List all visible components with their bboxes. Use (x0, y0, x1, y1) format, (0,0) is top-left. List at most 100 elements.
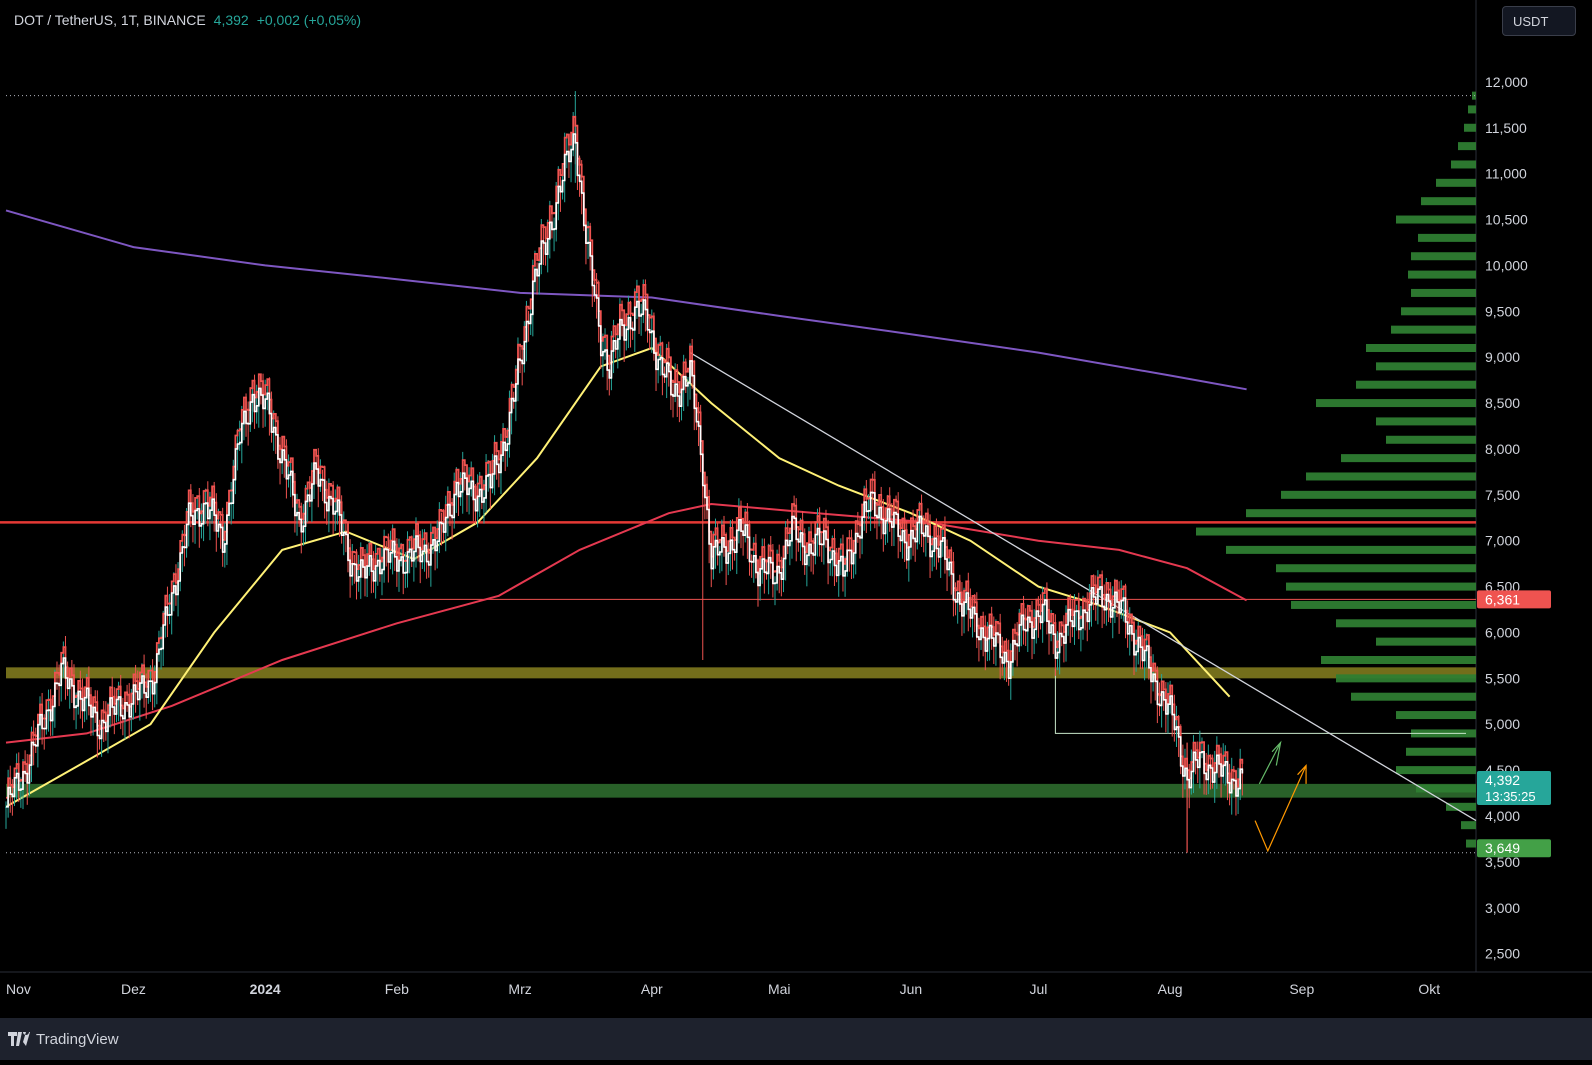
y-tick-label: 4,000 (1485, 808, 1520, 824)
downtrend-line (689, 352, 1477, 822)
x-tick-label: Aug (1158, 981, 1183, 997)
price-label-box (1477, 771, 1551, 806)
y-tick-label: 9,000 (1485, 349, 1520, 365)
volume-bar (1468, 105, 1476, 114)
volume-bar (1356, 380, 1476, 389)
y-tick-label: 5,500 (1485, 670, 1520, 686)
footer-bar: TradingView (0, 1018, 1592, 1060)
volume-bar (1321, 656, 1476, 664)
x-tick-label: Feb (385, 981, 409, 997)
x-tick-label: Okt (1418, 981, 1440, 997)
y-tick-label: 11,000 (1485, 166, 1527, 182)
ma-red-line (5, 502, 1248, 744)
y-tick-label: 3,000 (1485, 900, 1520, 916)
y-tick-label: 11,500 (1485, 120, 1527, 136)
volume-bar (1306, 472, 1476, 481)
y-tick-label: 12,000 (1485, 74, 1528, 90)
projection-arrow-orange (1254, 765, 1307, 853)
volume-bar (1291, 600, 1476, 609)
y-tick-label: 5,000 (1485, 716, 1520, 732)
y-tick-label: 3,500 (1485, 854, 1520, 870)
price-label-box (1477, 590, 1551, 609)
volume-bar (1396, 711, 1476, 720)
symbol-title[interactable]: DOT / TetherUS, 1T, BINANCE (14, 12, 206, 28)
countdown-label: 13:35:25 (1485, 789, 1536, 804)
volume-bar (1351, 692, 1476, 701)
price-label-value: 4,392 (1485, 772, 1520, 788)
y-tick-label: 2,500 (1485, 946, 1520, 962)
y-tick-label: 7,500 (1485, 487, 1520, 503)
volume-bar (1466, 839, 1476, 848)
step-line-red (6, 115, 1244, 799)
y-tick-label: 9,500 (1485, 303, 1520, 319)
volume-bar (1286, 582, 1476, 591)
y-tick-label: 8,000 (1485, 441, 1520, 457)
last-price: 4,392 (213, 12, 249, 28)
y-tick-label: 8,500 (1485, 395, 1520, 411)
volume-bar (1401, 307, 1476, 316)
x-tick-label: Mai (768, 981, 791, 997)
symbol-header: DOT / TetherUS, 1T, BINANCE 4,392 +0,002… (14, 12, 361, 28)
volume-bar (1376, 362, 1476, 371)
price-change: +0,002 (+0,05%) (256, 12, 361, 28)
volume-bar (1436, 178, 1476, 187)
volume-bar (1464, 123, 1476, 132)
volume-bar (1396, 215, 1476, 224)
y-tick-label: 10,000 (1485, 257, 1528, 273)
volume-bar (1366, 344, 1476, 352)
volume-bar (1406, 747, 1476, 756)
volume-bar (1276, 564, 1476, 573)
volume-bar (1341, 454, 1476, 463)
volume-profile (1196, 91, 1476, 848)
volume-bar (1421, 197, 1476, 206)
ma-yellow-line (5, 346, 1231, 808)
x-tick-label: Mrz (508, 981, 531, 997)
x-tick-label: Apr (641, 981, 663, 997)
arrowhead-green (1271, 740, 1282, 766)
x-tick-label: Sep (1289, 981, 1314, 997)
arrowhead-orange (1297, 763, 1307, 784)
projection-arrow-green (1258, 742, 1282, 785)
volume-bar (1376, 637, 1476, 646)
tradingview-logo-icon[interactable] (8, 1032, 30, 1046)
x-tick-label: 2024 (250, 981, 281, 997)
volume-bar (1196, 527, 1476, 536)
volume-bar (1376, 417, 1476, 426)
volume-bar (1416, 784, 1476, 793)
volume-bar (1246, 509, 1476, 518)
volume-bar (1408, 270, 1476, 279)
volume-bar (1411, 252, 1476, 261)
volume-bar (1281, 490, 1476, 499)
volume-bar (1396, 766, 1476, 775)
volume-bar (1336, 674, 1476, 683)
ma-purple-line (5, 209, 1247, 391)
x-tick-label: Nov (6, 981, 31, 997)
volume-bar (1418, 233, 1476, 242)
volume-bar (1461, 821, 1476, 830)
step-line-white (6, 133, 1244, 808)
x-tick-label: Jul (1029, 981, 1047, 997)
volume-bar (1336, 619, 1476, 628)
price-label-value: 3,649 (1485, 840, 1520, 856)
volume-bar (1226, 545, 1476, 554)
yellow-zone (6, 667, 1476, 679)
x-tick-label: Dez (121, 981, 146, 997)
volume-bar (1446, 802, 1476, 811)
volume-bar (1391, 325, 1476, 334)
volume-bar (1411, 288, 1476, 297)
volume-bar (1386, 435, 1476, 444)
price-label-box (1477, 839, 1551, 858)
volume-bar (1316, 399, 1476, 408)
y-tick-label: 6,000 (1485, 624, 1520, 640)
green-zone (6, 783, 1476, 798)
y-tick-label: 7,000 (1485, 533, 1520, 549)
candles (5, 112, 1244, 829)
x-tick-label: Jun (900, 981, 923, 997)
currency-button[interactable]: USDT (1502, 6, 1576, 36)
volume-bar (1451, 160, 1476, 169)
price-label-value: 6,361 (1485, 591, 1520, 607)
tradingview-brand[interactable]: TradingView (36, 1030, 119, 1048)
y-tick-label: 10,500 (1485, 212, 1528, 228)
